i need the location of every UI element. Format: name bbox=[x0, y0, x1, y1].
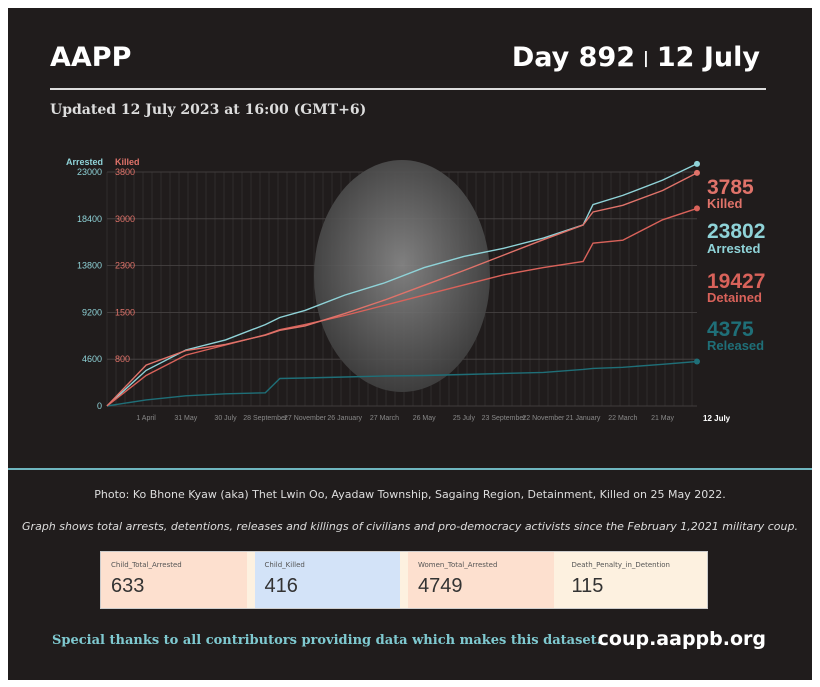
card-value: 115 bbox=[571, 575, 604, 597]
infographic: AAPP Day 892 | 12 July Updated 12 July 202… bbox=[8, 8, 812, 680]
thanks-text: Special thanks to all contributors provi… bbox=[52, 633, 602, 648]
series-line-killed bbox=[106, 172, 698, 407]
card-value: 416 bbox=[264, 575, 298, 597]
stat-card-child-arrested: Child_Total_Arrested 633 bbox=[101, 552, 247, 608]
card-value: 4749 bbox=[418, 575, 463, 597]
end-label-value: 4375 bbox=[707, 318, 754, 341]
series-line-arrested bbox=[106, 163, 698, 407]
end-label-name: Arrested bbox=[707, 241, 761, 256]
website-link[interactable]: coup.aappb.org bbox=[597, 628, 766, 650]
day-number: Day 892 bbox=[511, 42, 636, 73]
stat-card-child-killed: Child_Killed 416 bbox=[254, 552, 400, 608]
separator: | bbox=[643, 48, 649, 67]
end-label-name: Released bbox=[707, 338, 764, 353]
left-axis-tick: 18400 bbox=[77, 214, 102, 224]
left-axis-tick: 23000 bbox=[77, 167, 102, 177]
series-endpoint-released bbox=[694, 358, 700, 365]
end-label-name: Killed bbox=[707, 196, 742, 211]
x-axis-tick: 25 July bbox=[453, 415, 476, 422]
series-line-detained bbox=[106, 207, 698, 407]
x-axis-tick: 27 March bbox=[370, 415, 399, 422]
current-date: 12 July bbox=[656, 42, 760, 73]
x-axis-tick: 26 January bbox=[327, 415, 362, 422]
end-label-name: Detained bbox=[707, 290, 762, 305]
right-axis-tick: 800 bbox=[115, 354, 130, 364]
right-axis-tick: 3800 bbox=[115, 167, 135, 177]
card-value: 633 bbox=[111, 575, 145, 597]
x-axis-tick: 22 March bbox=[608, 415, 637, 422]
stats-cards: Child_Total_Arrested 633 Child_Killed 416 … bbox=[100, 551, 708, 609]
brand-title: AAPP bbox=[50, 42, 132, 73]
card-label: Child_Killed bbox=[264, 561, 305, 569]
x-axis-tick: 31 May bbox=[174, 415, 197, 422]
left-axis-tick: 13800 bbox=[77, 261, 102, 271]
left-axis-title: Arrested bbox=[66, 157, 103, 167]
card-label: Death_Penalty_in_Detention bbox=[571, 561, 670, 569]
x-axis-tick: 28 September bbox=[243, 415, 288, 422]
series-endpoint-arrested bbox=[694, 160, 700, 167]
card-label: Women_Total_Arrested bbox=[418, 561, 498, 569]
x-axis-tick: 21 January bbox=[566, 415, 601, 422]
left-axis-tick: 4600 bbox=[82, 354, 102, 364]
end-label-value: 23802 bbox=[707, 220, 765, 243]
left-axis-tick: 9200 bbox=[82, 307, 102, 317]
series-endpoint-detained bbox=[694, 205, 700, 212]
section-divider bbox=[8, 468, 812, 470]
x-axis-tick: 22 November bbox=[522, 415, 565, 422]
line-chart: 0 4600 800 9200 1500 13800 2300 18400 3000 23000 3… bbox=[66, 157, 765, 423]
left-axis-tick: 0 bbox=[97, 401, 102, 411]
card-label: Child_Total_Arrested bbox=[111, 561, 182, 569]
series-line-released bbox=[106, 360, 698, 407]
graph-note: Graph shows total arrests, detentions, r… bbox=[22, 520, 798, 533]
right-axis-tick: 2300 bbox=[115, 261, 135, 271]
x-axis-tick: 27 November bbox=[284, 415, 327, 422]
day-counter: Day 892 | 12 July bbox=[512, 42, 760, 73]
end-label-value: 3785 bbox=[707, 176, 754, 199]
header-divider bbox=[50, 88, 766, 90]
x-axis-tick: 30 July bbox=[214, 415, 237, 422]
end-label-value: 19427 bbox=[707, 270, 765, 293]
right-axis-title: Killed bbox=[115, 157, 140, 167]
x-axis-tick: 1 April bbox=[136, 415, 156, 422]
x-axis-tick: 26 May bbox=[413, 415, 436, 422]
stat-card-women-arrested: Women_Total_Arrested 4749 bbox=[408, 552, 554, 608]
right-axis-tick: 3000 bbox=[115, 214, 135, 224]
right-axis-tick: 1500 bbox=[115, 307, 135, 317]
x-axis-end-label: 12 July bbox=[703, 414, 731, 423]
x-axis-tick: 21 May bbox=[651, 415, 674, 422]
stat-card-death-penalty: Death_Penalty_in_Detention 115 bbox=[561, 552, 707, 608]
photo-caption: Photo: Ko Bhone Kyaw (aka) Thet Lwin Oo,… bbox=[94, 488, 726, 501]
updated-text: Updated 12 July 2023 at 16:00 (GMT+6) bbox=[50, 102, 367, 118]
x-axis-tick: 23 September bbox=[482, 415, 527, 422]
series-endpoint-killed bbox=[694, 169, 700, 176]
